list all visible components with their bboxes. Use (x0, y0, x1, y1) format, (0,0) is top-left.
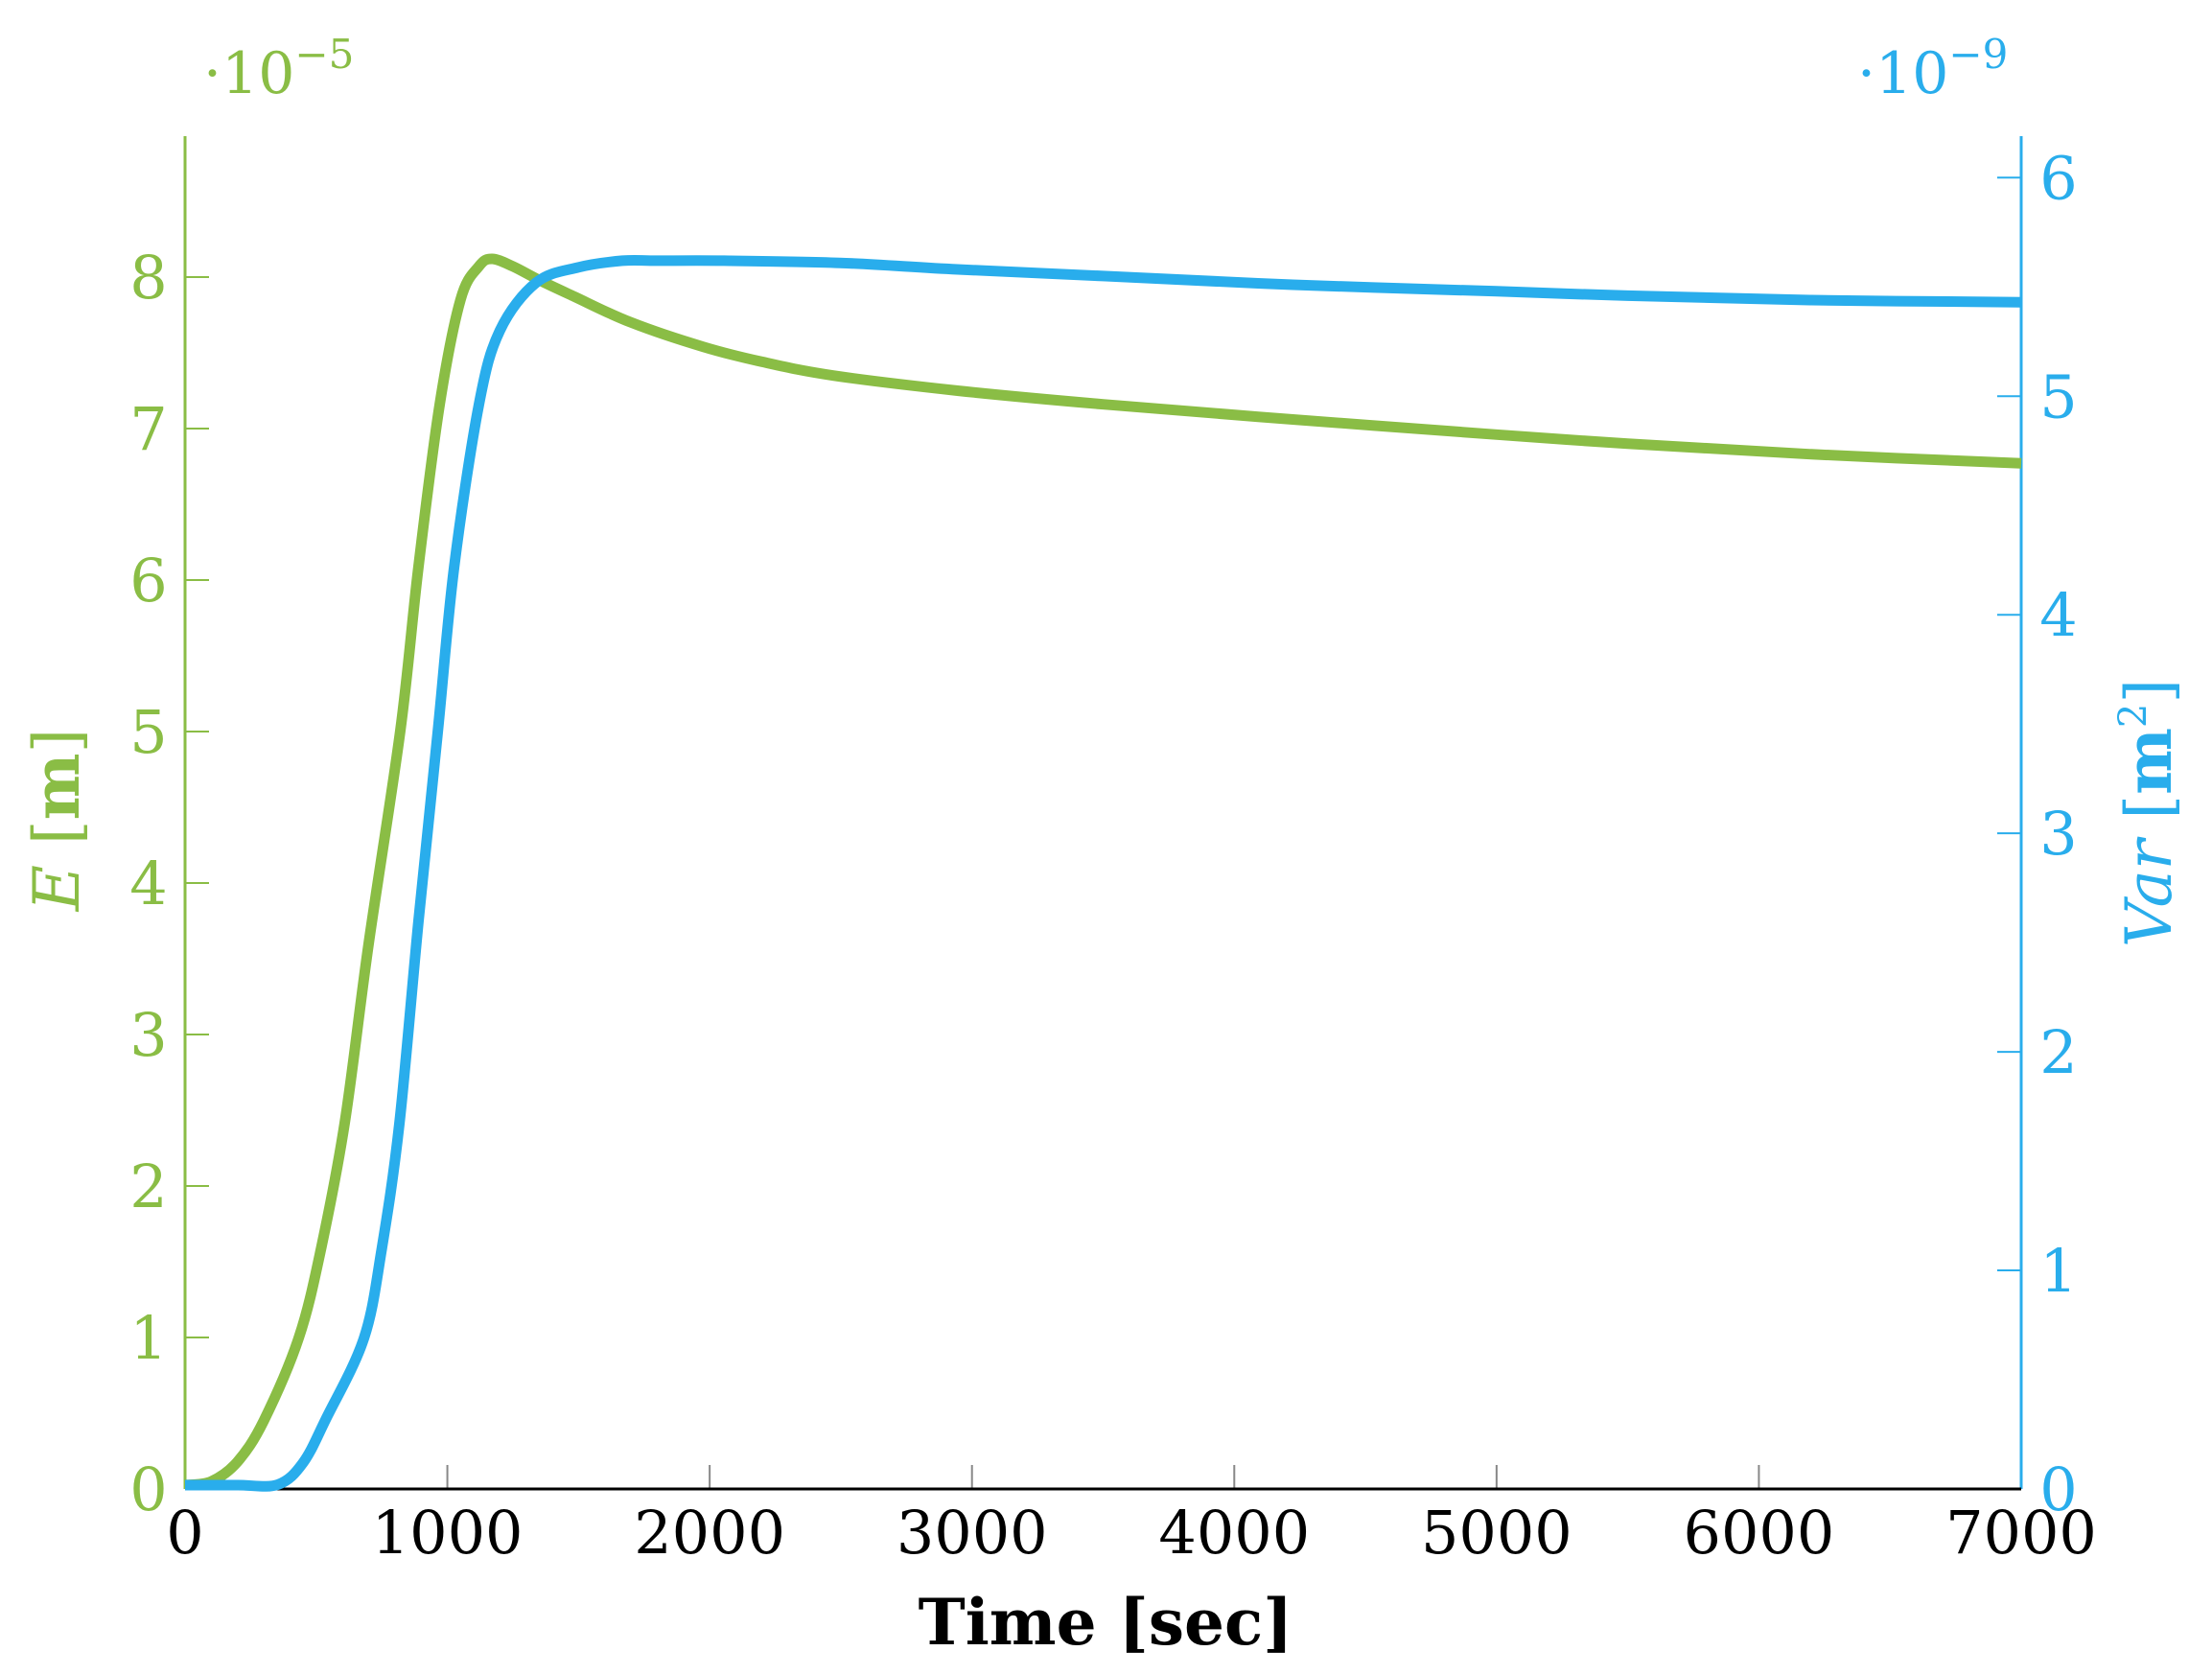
x-axis-tick-labels: 0 1000 2000 3000 4000 5000 6000 7000 (166, 1498, 2097, 1568)
right-tick-label: 3 (2039, 799, 2077, 869)
left-tick-label: 1 (129, 1303, 167, 1373)
left-axis-title-bracket-open: [ (20, 820, 94, 845)
left-axis-title-unit: m (19, 753, 94, 820)
x-tick-label: 3000 (896, 1498, 1048, 1568)
right-axis-title: Var [m2] (2111, 679, 2186, 947)
left-tick-label: 6 (129, 546, 167, 616)
right-tick-label: 4 (2039, 580, 2077, 650)
right-multiplier-exponent: −9 (1948, 31, 2008, 78)
right-tick-label: 5 (2039, 361, 2077, 431)
x-tick-label: 7000 (1945, 1498, 2097, 1568)
right-multiplier-base: ·10 (1857, 40, 1948, 107)
x-axis-title: Time [sec] (919, 1585, 1293, 1660)
right-tick-label: 2 (2039, 1017, 2077, 1087)
left-axis-multiplier: ·10−5 (203, 31, 354, 107)
left-tick-label: 8 (129, 243, 167, 313)
x-tick-label: 6000 (1684, 1498, 1835, 1568)
left-axis-title-bracket-close: ] (20, 729, 94, 754)
left-tick-label: 3 (129, 1000, 167, 1070)
right-axis-title-unit: m (2111, 728, 2186, 795)
left-tick-label: 5 (129, 697, 167, 767)
left-tick-label: 0 (129, 1454, 167, 1524)
right-axis-title-bracket-close: ] (2112, 679, 2186, 704)
right-tick-label: 6 (2039, 143, 2077, 213)
left-axis-ticks (185, 275, 209, 1490)
right-axis-title-unit-exponent: 2 (2111, 704, 2155, 728)
x-tick-label: 2000 (634, 1498, 785, 1568)
right-axis-tick-labels: 0 1 2 3 4 5 6 (2039, 143, 2077, 1524)
left-axis-title: E [m] (19, 729, 94, 913)
left-multiplier-base: ·10 (203, 40, 294, 107)
right-axis-multiplier: ·10−9 (1857, 31, 2008, 107)
left-axis-title-symbol: E (20, 865, 94, 912)
left-tick-label: 7 (129, 394, 167, 464)
right-axis-title-bracket-open: [ (2112, 795, 2186, 820)
series-e-line (184, 253, 2022, 1491)
right-tick-label: 0 (2039, 1454, 2077, 1524)
series-var-line (184, 254, 2022, 1492)
right-tick-label: 1 (2039, 1236, 2077, 1306)
left-multiplier-exponent: −5 (294, 31, 354, 78)
x-tick-label: 4000 (1158, 1498, 1310, 1568)
right-axis-ticks (1997, 176, 2021, 1490)
left-tick-label: 4 (129, 849, 167, 918)
left-axis-tick-labels: 0 1 2 3 4 5 6 7 8 (129, 243, 167, 1524)
x-tick-label: 0 (166, 1498, 203, 1568)
left-tick-label: 2 (129, 1151, 167, 1221)
x-tick-label: 5000 (1421, 1498, 1572, 1568)
x-tick-label: 1000 (372, 1498, 524, 1568)
x-axis-ticks (184, 1465, 2022, 1489)
right-axis-title-symbol: Var (2112, 836, 2186, 947)
